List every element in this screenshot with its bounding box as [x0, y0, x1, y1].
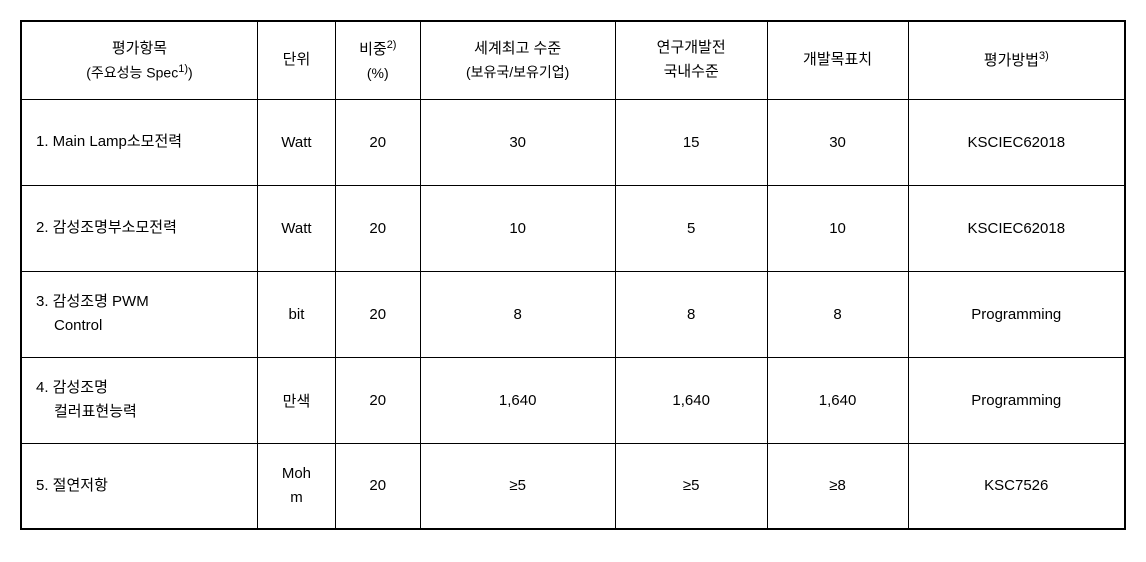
header-item-sub: (주요성능 Spec1))	[22, 61, 257, 84]
cell-world: ≥5	[420, 443, 615, 529]
cell-item: 2. 감성조명부소모전력	[21, 185, 257, 271]
cell-domestic: 5	[615, 185, 767, 271]
header-unit: 단위	[257, 21, 335, 99]
cell-world: 30	[420, 99, 615, 185]
cell-method: KSC7526	[908, 443, 1125, 529]
cell-target: ≥8	[767, 443, 908, 529]
cell-world: 1,640	[420, 357, 615, 443]
cell-world: 10	[420, 185, 615, 271]
cell-unit: Watt	[257, 99, 335, 185]
table-row: 4. 감성조명 컬러표현능력 만색 20 1,640 1,640 1,640 P…	[21, 357, 1125, 443]
header-target: 개발목표치	[767, 21, 908, 99]
header-world-sub: (보유국/보유기업)	[421, 61, 615, 83]
cell-unit: 만색	[257, 357, 335, 443]
table-body: 1. Main Lamp소모전력 Watt 20 30 15 30 KSCIEC…	[21, 99, 1125, 529]
cell-weight: 20	[335, 443, 420, 529]
header-domestic-line2: 국내수준	[616, 60, 767, 84]
table-row: 2. 감성조명부소모전력 Watt 20 10 5 10 KSCIEC62018	[21, 185, 1125, 271]
cell-method: KSCIEC62018	[908, 99, 1125, 185]
cell-weight: 20	[335, 271, 420, 357]
cell-item: 1. Main Lamp소모전력	[21, 99, 257, 185]
header-item-main: 평가항목	[22, 37, 257, 61]
table-row: 3. 감성조명 PWM Control bit 20 8 8 8 Program…	[21, 271, 1125, 357]
cell-domestic: ≥5	[615, 443, 767, 529]
cell-domestic: 1,640	[615, 357, 767, 443]
header-world: 세계최고 수준 (보유국/보유기업)	[420, 21, 615, 99]
cell-target: 10	[767, 185, 908, 271]
cell-item: 4. 감성조명 컬러표현능력	[21, 357, 257, 443]
cell-unit: Watt	[257, 185, 335, 271]
cell-method: Programming	[908, 271, 1125, 357]
header-domestic-line1: 연구개발전	[616, 36, 767, 60]
cell-domestic: 15	[615, 99, 767, 185]
header-method: 평가방법3)	[908, 21, 1125, 99]
table-row: 5. 절연저항 Moh m 20 ≥5 ≥5 ≥8 KSC7526	[21, 443, 1125, 529]
cell-item: 5. 절연저항	[21, 443, 257, 529]
cell-unit: bit	[257, 271, 335, 357]
cell-target: 30	[767, 99, 908, 185]
evaluation-table-container: 평가항목 (주요성능 Spec1)) 단위 비중2) (%) 세계최고 수준 (…	[20, 20, 1126, 530]
table-header: 평가항목 (주요성능 Spec1)) 단위 비중2) (%) 세계최고 수준 (…	[21, 21, 1125, 99]
header-domestic: 연구개발전 국내수준	[615, 21, 767, 99]
header-weight-sub: (%)	[336, 62, 420, 84]
header-weight: 비중2) (%)	[335, 21, 420, 99]
cell-weight: 20	[335, 99, 420, 185]
table-row: 1. Main Lamp소모전력 Watt 20 30 15 30 KSCIEC…	[21, 99, 1125, 185]
cell-method: KSCIEC62018	[908, 185, 1125, 271]
header-world-main: 세계최고 수준	[421, 37, 615, 61]
header-row: 평가항목 (주요성능 Spec1)) 단위 비중2) (%) 세계최고 수준 (…	[21, 21, 1125, 99]
cell-method: Programming	[908, 357, 1125, 443]
cell-target: 1,640	[767, 357, 908, 443]
cell-domestic: 8	[615, 271, 767, 357]
cell-weight: 20	[335, 357, 420, 443]
evaluation-table: 평가항목 (주요성능 Spec1)) 단위 비중2) (%) 세계최고 수준 (…	[20, 20, 1126, 530]
cell-unit: Moh m	[257, 443, 335, 529]
cell-world: 8	[420, 271, 615, 357]
cell-target: 8	[767, 271, 908, 357]
cell-item: 3. 감성조명 PWM Control	[21, 271, 257, 357]
header-item: 평가항목 (주요성능 Spec1))	[21, 21, 257, 99]
header-weight-main: 비중2)	[336, 37, 420, 62]
cell-weight: 20	[335, 185, 420, 271]
